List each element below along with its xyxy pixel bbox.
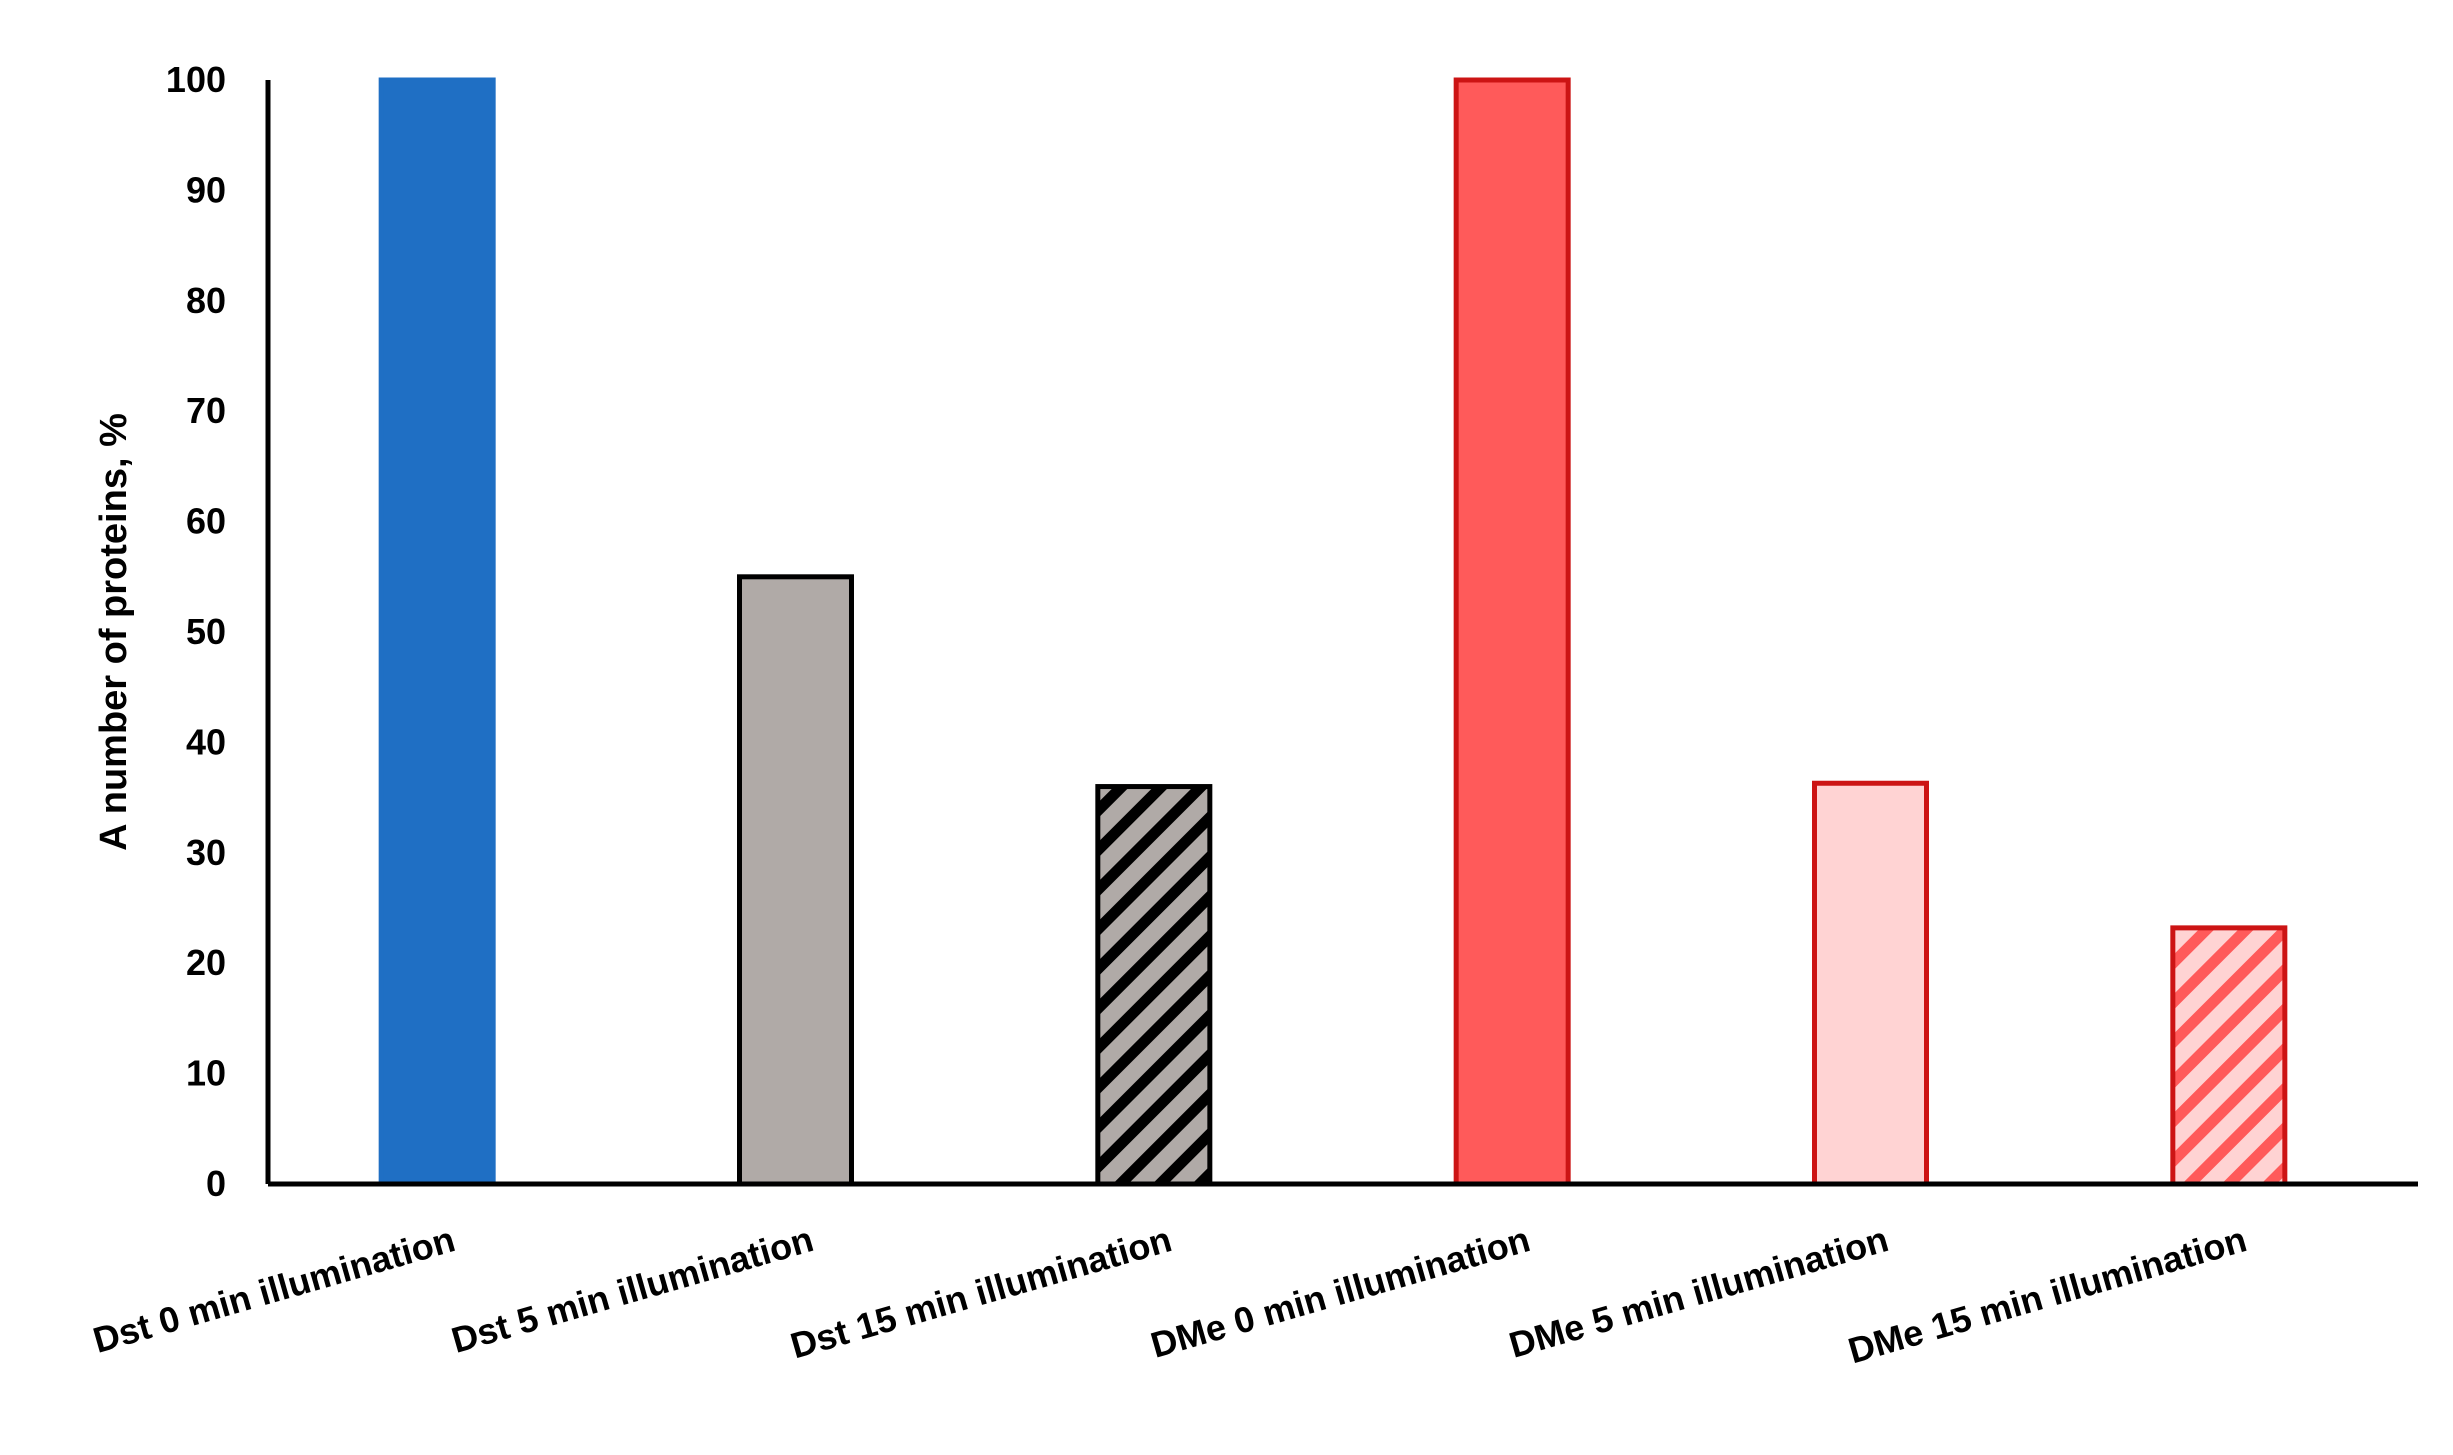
y-tick-label: 40 [186, 721, 226, 762]
bar-1 [378, 77, 496, 1187]
y-tick-label: 100 [166, 59, 226, 100]
y-tick-label: 0 [206, 1163, 226, 1204]
y-axis-title: A number of proteins, % [93, 413, 135, 851]
y-tick-label: 50 [186, 611, 226, 652]
x-category-label: DMe 15 min illumination [1844, 1218, 2251, 1371]
axes-layer [265, 80, 2418, 1187]
y-tick-label: 70 [186, 390, 226, 431]
x-category-label: Dst 5 min illumination [447, 1218, 818, 1361]
bar-6 [2170, 925, 2288, 1187]
bar-5 [1812, 780, 1929, 1187]
y-tick-label: 80 [186, 280, 226, 321]
bars-layer [378, 77, 2288, 1187]
y-tick-label: 90 [186, 169, 226, 210]
x-category-label: DMe 0 min illumination [1146, 1218, 1534, 1365]
x-category-label: DMe 5 min illumination [1505, 1218, 1893, 1365]
y-tick-label: 10 [186, 1053, 226, 1094]
y-tick-label: 20 [186, 942, 226, 983]
y-tick-labels: 0 10 20 30 40 50 60 70 80 90 100 [166, 59, 226, 1204]
bar-3 [1095, 784, 1213, 1187]
y-tick-label: 30 [186, 832, 226, 873]
x-category-label: Dst 15 min illumination [786, 1218, 1176, 1366]
bar-4 [1453, 77, 1571, 1187]
bar-2 [737, 574, 854, 1187]
x-category-label: Dst 0 min illumination [89, 1218, 460, 1361]
y-tick-label: 60 [186, 501, 226, 542]
